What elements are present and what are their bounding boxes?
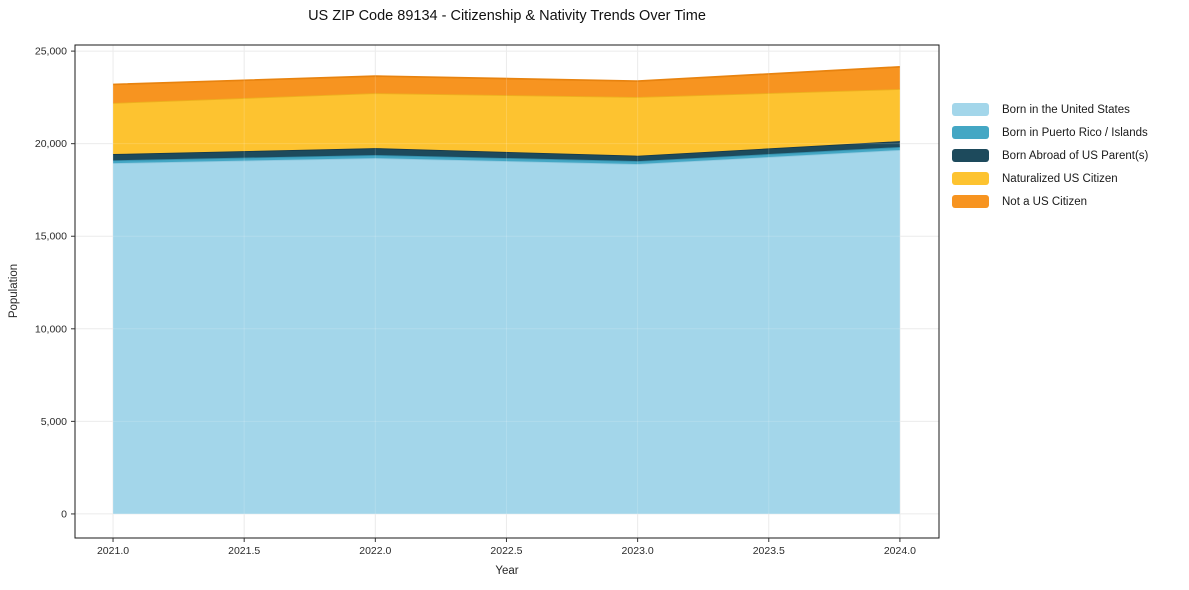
legend-item: Naturalized US Citizen (952, 172, 1148, 185)
svg-text:5,000: 5,000 (41, 416, 67, 428)
svg-text:0: 0 (61, 508, 67, 520)
svg-text:2022.5: 2022.5 (490, 545, 522, 557)
legend-swatch (952, 103, 989, 116)
legend-item: Born Abroad of US Parent(s) (952, 149, 1148, 162)
legend-item: Not a US Citizen (952, 195, 1148, 208)
svg-text:2022.0: 2022.0 (359, 545, 391, 557)
legend-item-label: Born Abroad of US Parent(s) (1002, 149, 1149, 162)
svg-text:25,000: 25,000 (35, 46, 67, 58)
svg-text:2021.0: 2021.0 (97, 545, 129, 557)
svg-text:10,000: 10,000 (35, 323, 67, 335)
chart-title: US ZIP Code 89134 - Citizenship & Nativi… (308, 8, 706, 24)
legend-item: Born in the United States (952, 103, 1148, 116)
legend: Born in the United States Born in Puerto… (952, 103, 1149, 208)
legend-item-label: Born in Puerto Rico / Islands (1002, 126, 1148, 139)
legend-item: Born in Puerto Rico / Islands (952, 126, 1148, 139)
x-axis-label: Year (495, 565, 519, 577)
legend-item-label: Naturalized US Citizen (1002, 172, 1118, 185)
y-axis-label: Population (8, 263, 20, 319)
svg-text:15,000: 15,000 (35, 231, 67, 243)
svg-text:20,000: 20,000 (35, 138, 67, 150)
legend-swatch (952, 195, 989, 208)
svg-text:2024.0: 2024.0 (884, 545, 916, 557)
svg-text:2023.5: 2023.5 (753, 545, 785, 557)
legend-swatch (952, 126, 989, 139)
legend-item-label: Not a US Citizen (1002, 195, 1088, 208)
legend-item-label: Born in the United States (1002, 103, 1130, 116)
svg-text:2023.0: 2023.0 (622, 545, 654, 557)
legend-swatch (952, 172, 989, 185)
legend-swatch (952, 149, 989, 162)
svg-text:2021.5: 2021.5 (228, 545, 260, 557)
